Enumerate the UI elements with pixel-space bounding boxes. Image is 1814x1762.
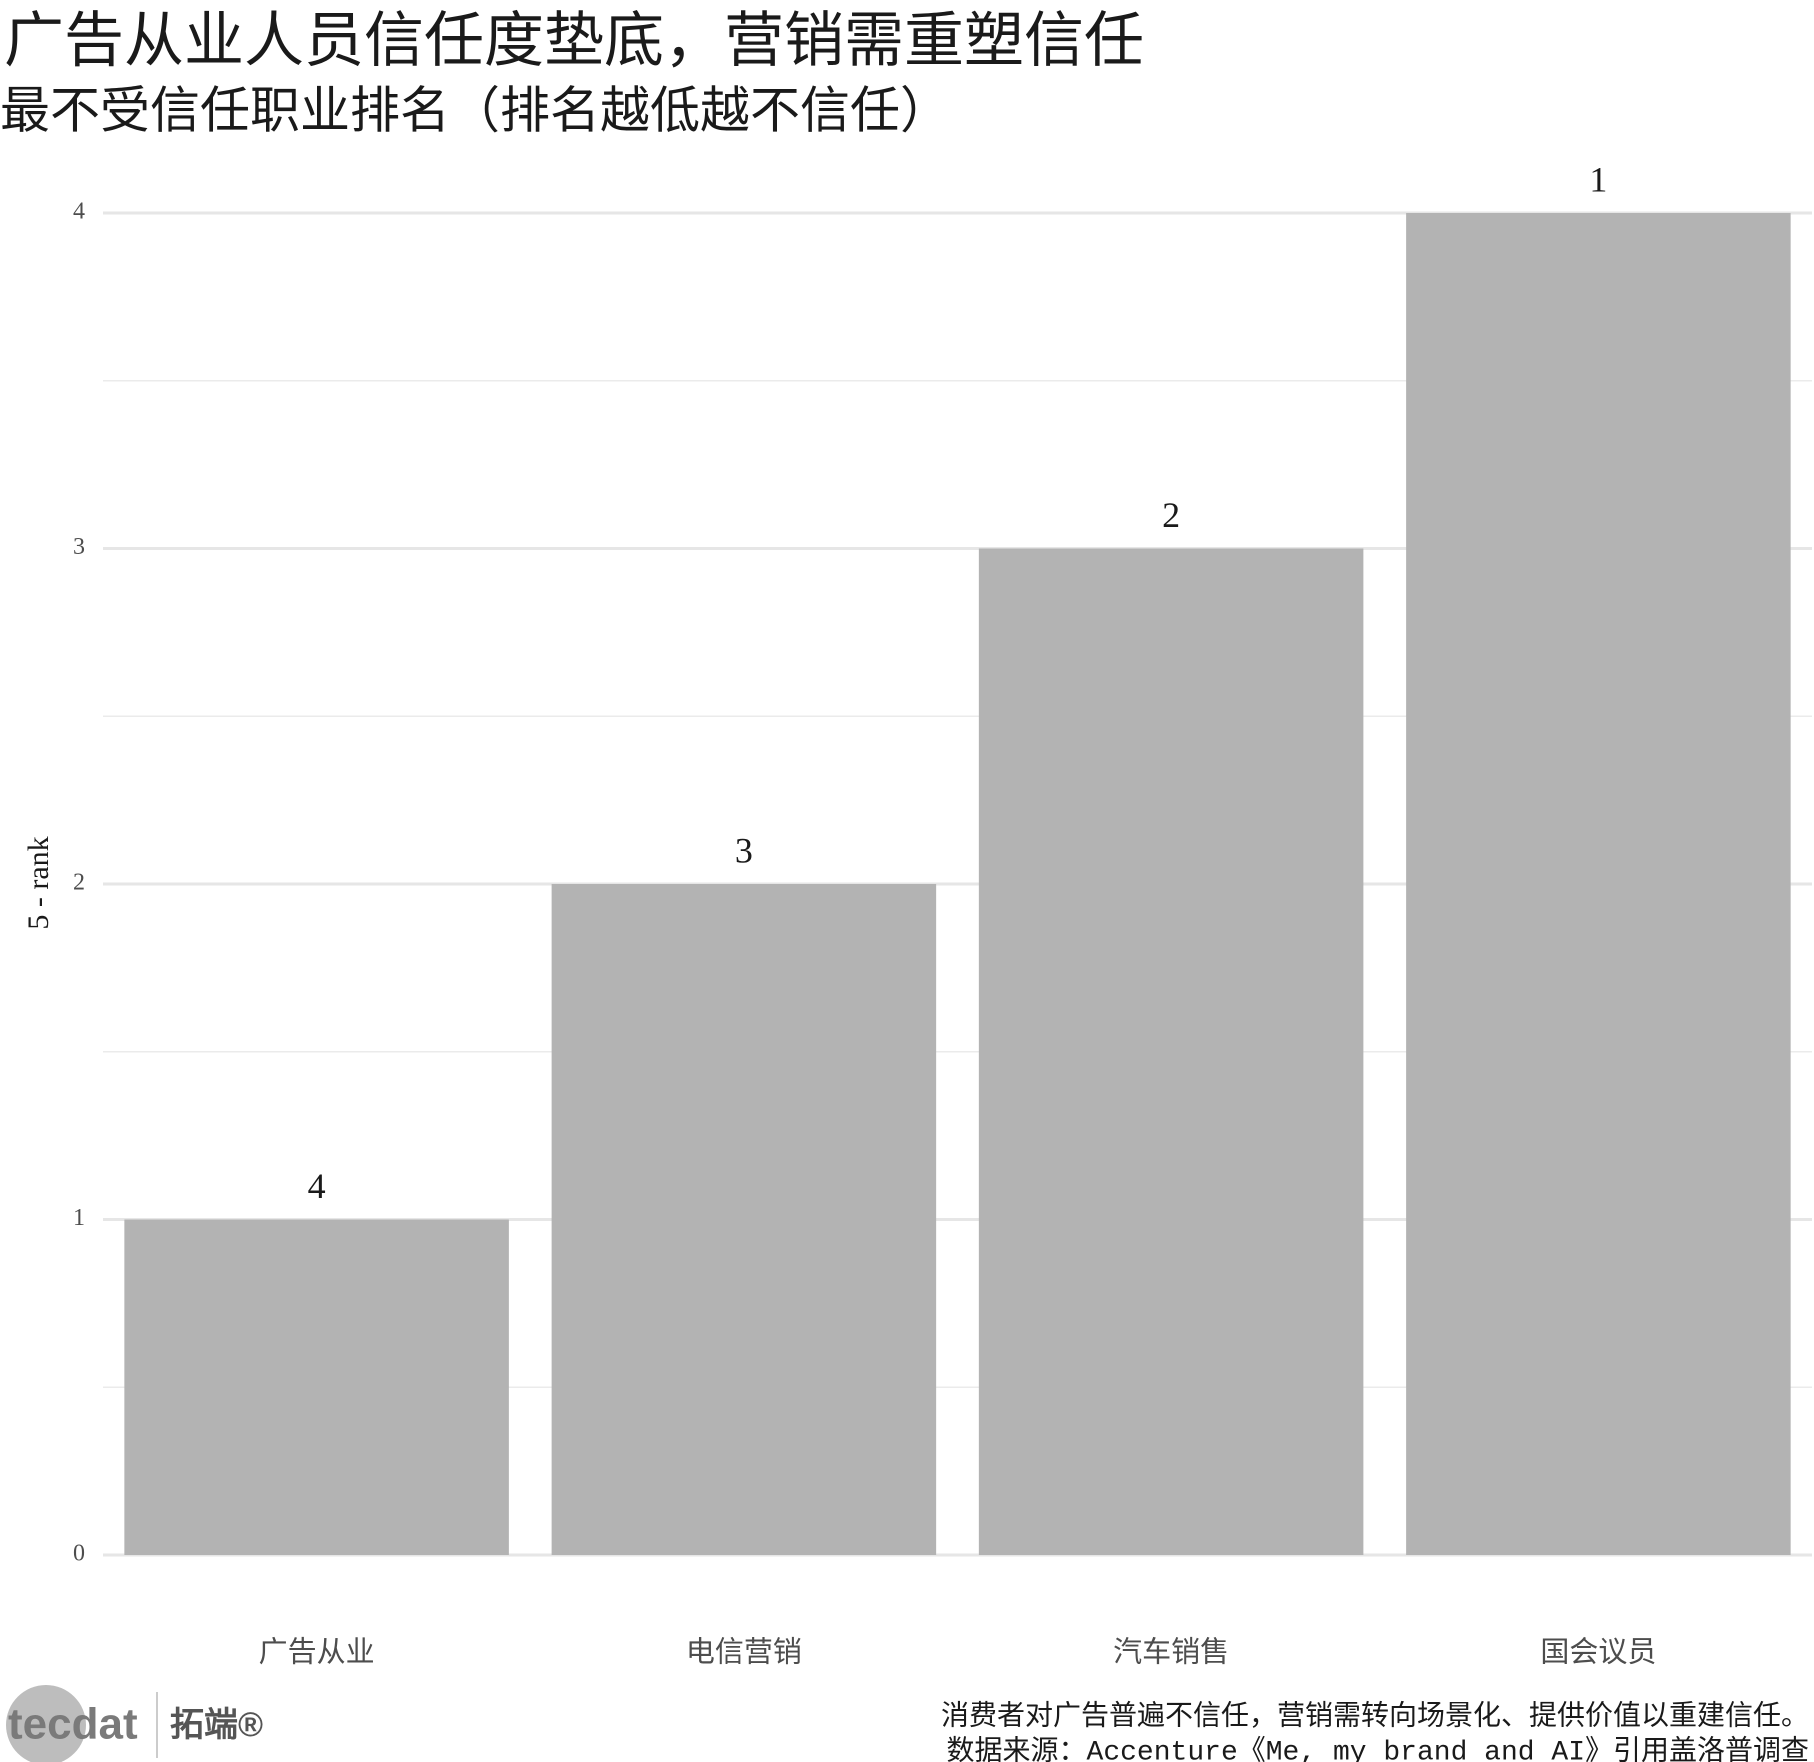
chart-subtitle: 最不受信任职业排名（排名越低越不信任） <box>0 82 950 138</box>
value-label: 3 <box>735 830 753 870</box>
logo-brand: tecdat <box>8 1700 138 1749</box>
value-label: 2 <box>1162 495 1180 535</box>
x-tick-label: 电信营销 <box>686 1636 802 1669</box>
bar <box>551 884 937 1555</box>
x-tick-label: 广告从业 <box>259 1636 375 1669</box>
bar <box>124 1219 509 1555</box>
value-label: 1 <box>1589 159 1607 199</box>
y-tick-label: 0 <box>73 1541 85 1567</box>
y-tick-label: 3 <box>73 534 85 560</box>
logo-circle <box>6 1685 86 1762</box>
y-tick-label: 1 <box>73 1205 85 1231</box>
logo-name: 拓端® <box>170 1706 263 1744</box>
y-tick-label: 4 <box>73 199 85 225</box>
bar <box>1406 213 1791 1555</box>
y-axis-title: 5 - rank <box>22 836 55 929</box>
y-tick-label: 2 <box>73 870 85 896</box>
x-tick-label: 汽车销售 <box>1113 1636 1229 1669</box>
x-tick-label: 国会议员 <box>1540 1636 1656 1669</box>
bar <box>978 548 1364 1555</box>
caption: 数据来源：Accenture《Me, my brand and AI》引用盖洛普… <box>947 1734 1809 1762</box>
caption: 消费者对广告普遍不信任，营销需转向场景化、提供价值以重建信任。 <box>941 1699 1809 1731</box>
chart-title: 广告从业人员信任度垫底，营销需重塑信任 <box>4 8 1144 74</box>
value-label: 4 <box>308 1166 326 1206</box>
